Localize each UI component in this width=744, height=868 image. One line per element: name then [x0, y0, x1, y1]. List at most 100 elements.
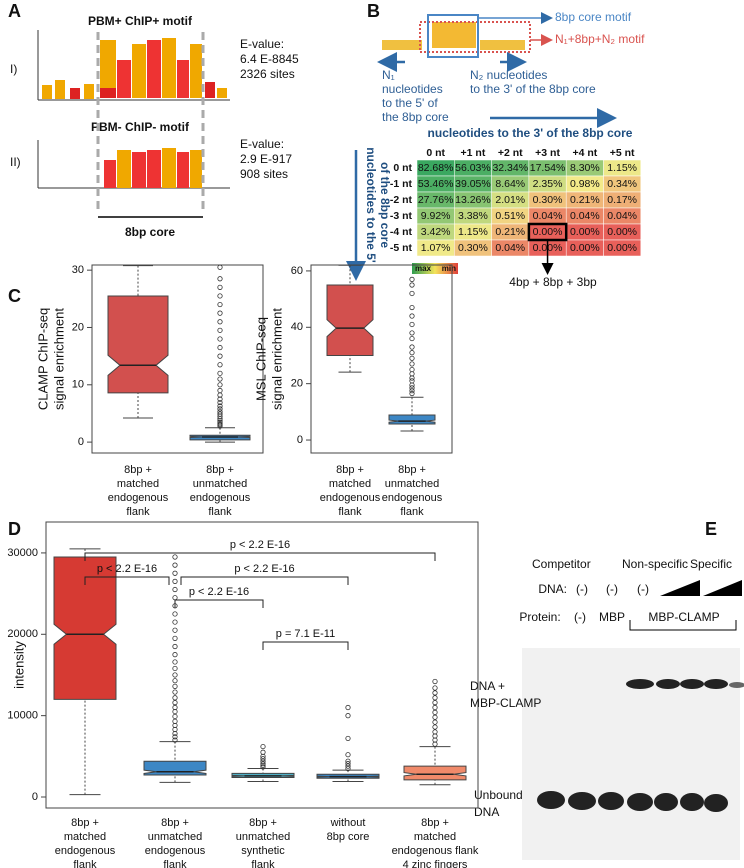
y-tick-label: 60: [291, 265, 303, 277]
outlier: [172, 652, 178, 658]
outlier: [217, 382, 223, 388]
x-tick-label: endogenous flank: [392, 845, 479, 857]
outlier: [217, 293, 223, 299]
outlier: [409, 276, 415, 282]
significance-bracket: [174, 599, 264, 608]
outlier: [172, 700, 178, 706]
gel: [522, 648, 740, 860]
outlier: [409, 378, 415, 384]
cell-value: 0.21%: [495, 226, 525, 238]
cell-value: 1.15%: [607, 162, 637, 174]
y-tick-label: 20000: [7, 628, 38, 640]
lane-label: (-): [576, 582, 588, 596]
outlier: [345, 713, 351, 719]
x-tick-label: endogenous: [55, 845, 116, 857]
x-tick-label: endogenous: [108, 492, 169, 504]
x-tick-label: 4 zinc fingers: [403, 859, 468, 868]
outlier: [172, 737, 178, 743]
outlier: [172, 695, 178, 701]
y-tick-label: 0: [297, 434, 303, 446]
outlier: [409, 361, 415, 367]
outlier: [217, 387, 223, 394]
outlier: [172, 665, 178, 672]
x-tick-label: endogenous: [190, 492, 251, 504]
evalue: 6.4 E-8845: [240, 52, 299, 66]
outlier: [217, 399, 223, 406]
outlier: [217, 370, 223, 376]
outlier: [172, 635, 178, 641]
x-tick-label: 8bp +: [421, 817, 449, 829]
gel-bands: [537, 679, 744, 812]
outlier: [217, 362, 223, 368]
outlier: [217, 376, 223, 382]
outlier: [172, 689, 178, 695]
table-cell: [603, 239, 642, 257]
outlier: [172, 678, 178, 684]
box: [53, 556, 117, 700]
y-axis-label: CLAMP ChIP-seq: [35, 308, 50, 410]
evalue: 2.9 E-917: [240, 152, 292, 166]
outlier: [345, 765, 351, 772]
outlier: [409, 375, 415, 381]
column-label: +4 nt: [572, 147, 597, 159]
outlier: [217, 411, 223, 417]
cell-value: 0.00%: [570, 242, 600, 254]
outlier: [260, 761, 266, 767]
core-motif-label: 8bp core motif: [555, 10, 632, 24]
outlier: [409, 282, 415, 288]
outlier: [345, 763, 351, 769]
p-value: p < 2.2 E-16: [230, 539, 290, 551]
box: [107, 295, 169, 394]
lane-bracket: [629, 620, 737, 631]
p-value: p < 2.2 E-16: [189, 586, 249, 598]
sites: 2326 sites: [240, 67, 295, 81]
outlier: [172, 578, 178, 584]
band-label: Unbound: [474, 788, 523, 802]
outlier: [409, 330, 415, 336]
n1-note: nucleotides: [382, 82, 443, 96]
logo-2: [37, 140, 230, 189]
outlier: [409, 321, 415, 328]
outlier: [172, 713, 178, 720]
cell-value: 3.38%: [458, 210, 488, 222]
row-label: 0 nt: [393, 162, 412, 174]
outlier: [432, 690, 438, 696]
cell-value: 39.05%: [455, 178, 491, 190]
box: [143, 760, 207, 776]
outlier: [217, 301, 223, 308]
lane-label: (-): [574, 610, 586, 624]
x-tick-label: flank: [126, 506, 150, 518]
outlier: [172, 704, 178, 711]
outlier: [260, 764, 266, 770]
y-tick-label: 0: [32, 791, 38, 803]
x-tick-label: unmatched: [148, 831, 202, 843]
n1-note: the 8bp core: [382, 110, 449, 124]
gradient-wedge: [660, 580, 700, 596]
x-tick-label: flank: [251, 859, 275, 868]
outlier: [432, 719, 438, 725]
y-axis-label: signal enrichment: [51, 308, 66, 410]
x-tick-label: endogenous: [382, 492, 443, 504]
outlier: [409, 290, 415, 297]
x-tick-label: 8bp +: [336, 464, 364, 476]
box: [388, 414, 436, 425]
p-value: p < 2.2 E-16: [234, 563, 294, 575]
lane-label: MBP-CLAMP: [648, 610, 719, 624]
outlier: [217, 344, 223, 351]
outlier: [409, 344, 415, 350]
x-tick-label: 8bp +: [249, 817, 277, 829]
n2-note: N₂ nucleotides: [470, 68, 547, 82]
y-tick-label: 20: [291, 378, 303, 390]
cell-value: 32.34%: [492, 162, 528, 174]
x-tick-label: endogenous: [145, 845, 206, 857]
box: [403, 765, 467, 781]
outlier: [409, 371, 415, 377]
row-label: -1 nt: [390, 178, 413, 190]
box: [326, 284, 374, 356]
outlier: [217, 310, 223, 316]
row-label: -3 nt: [390, 210, 413, 222]
cell-value: 0.51%: [495, 210, 525, 222]
cell-value: 56.03%: [455, 162, 491, 174]
significance-bracket: [84, 552, 436, 561]
